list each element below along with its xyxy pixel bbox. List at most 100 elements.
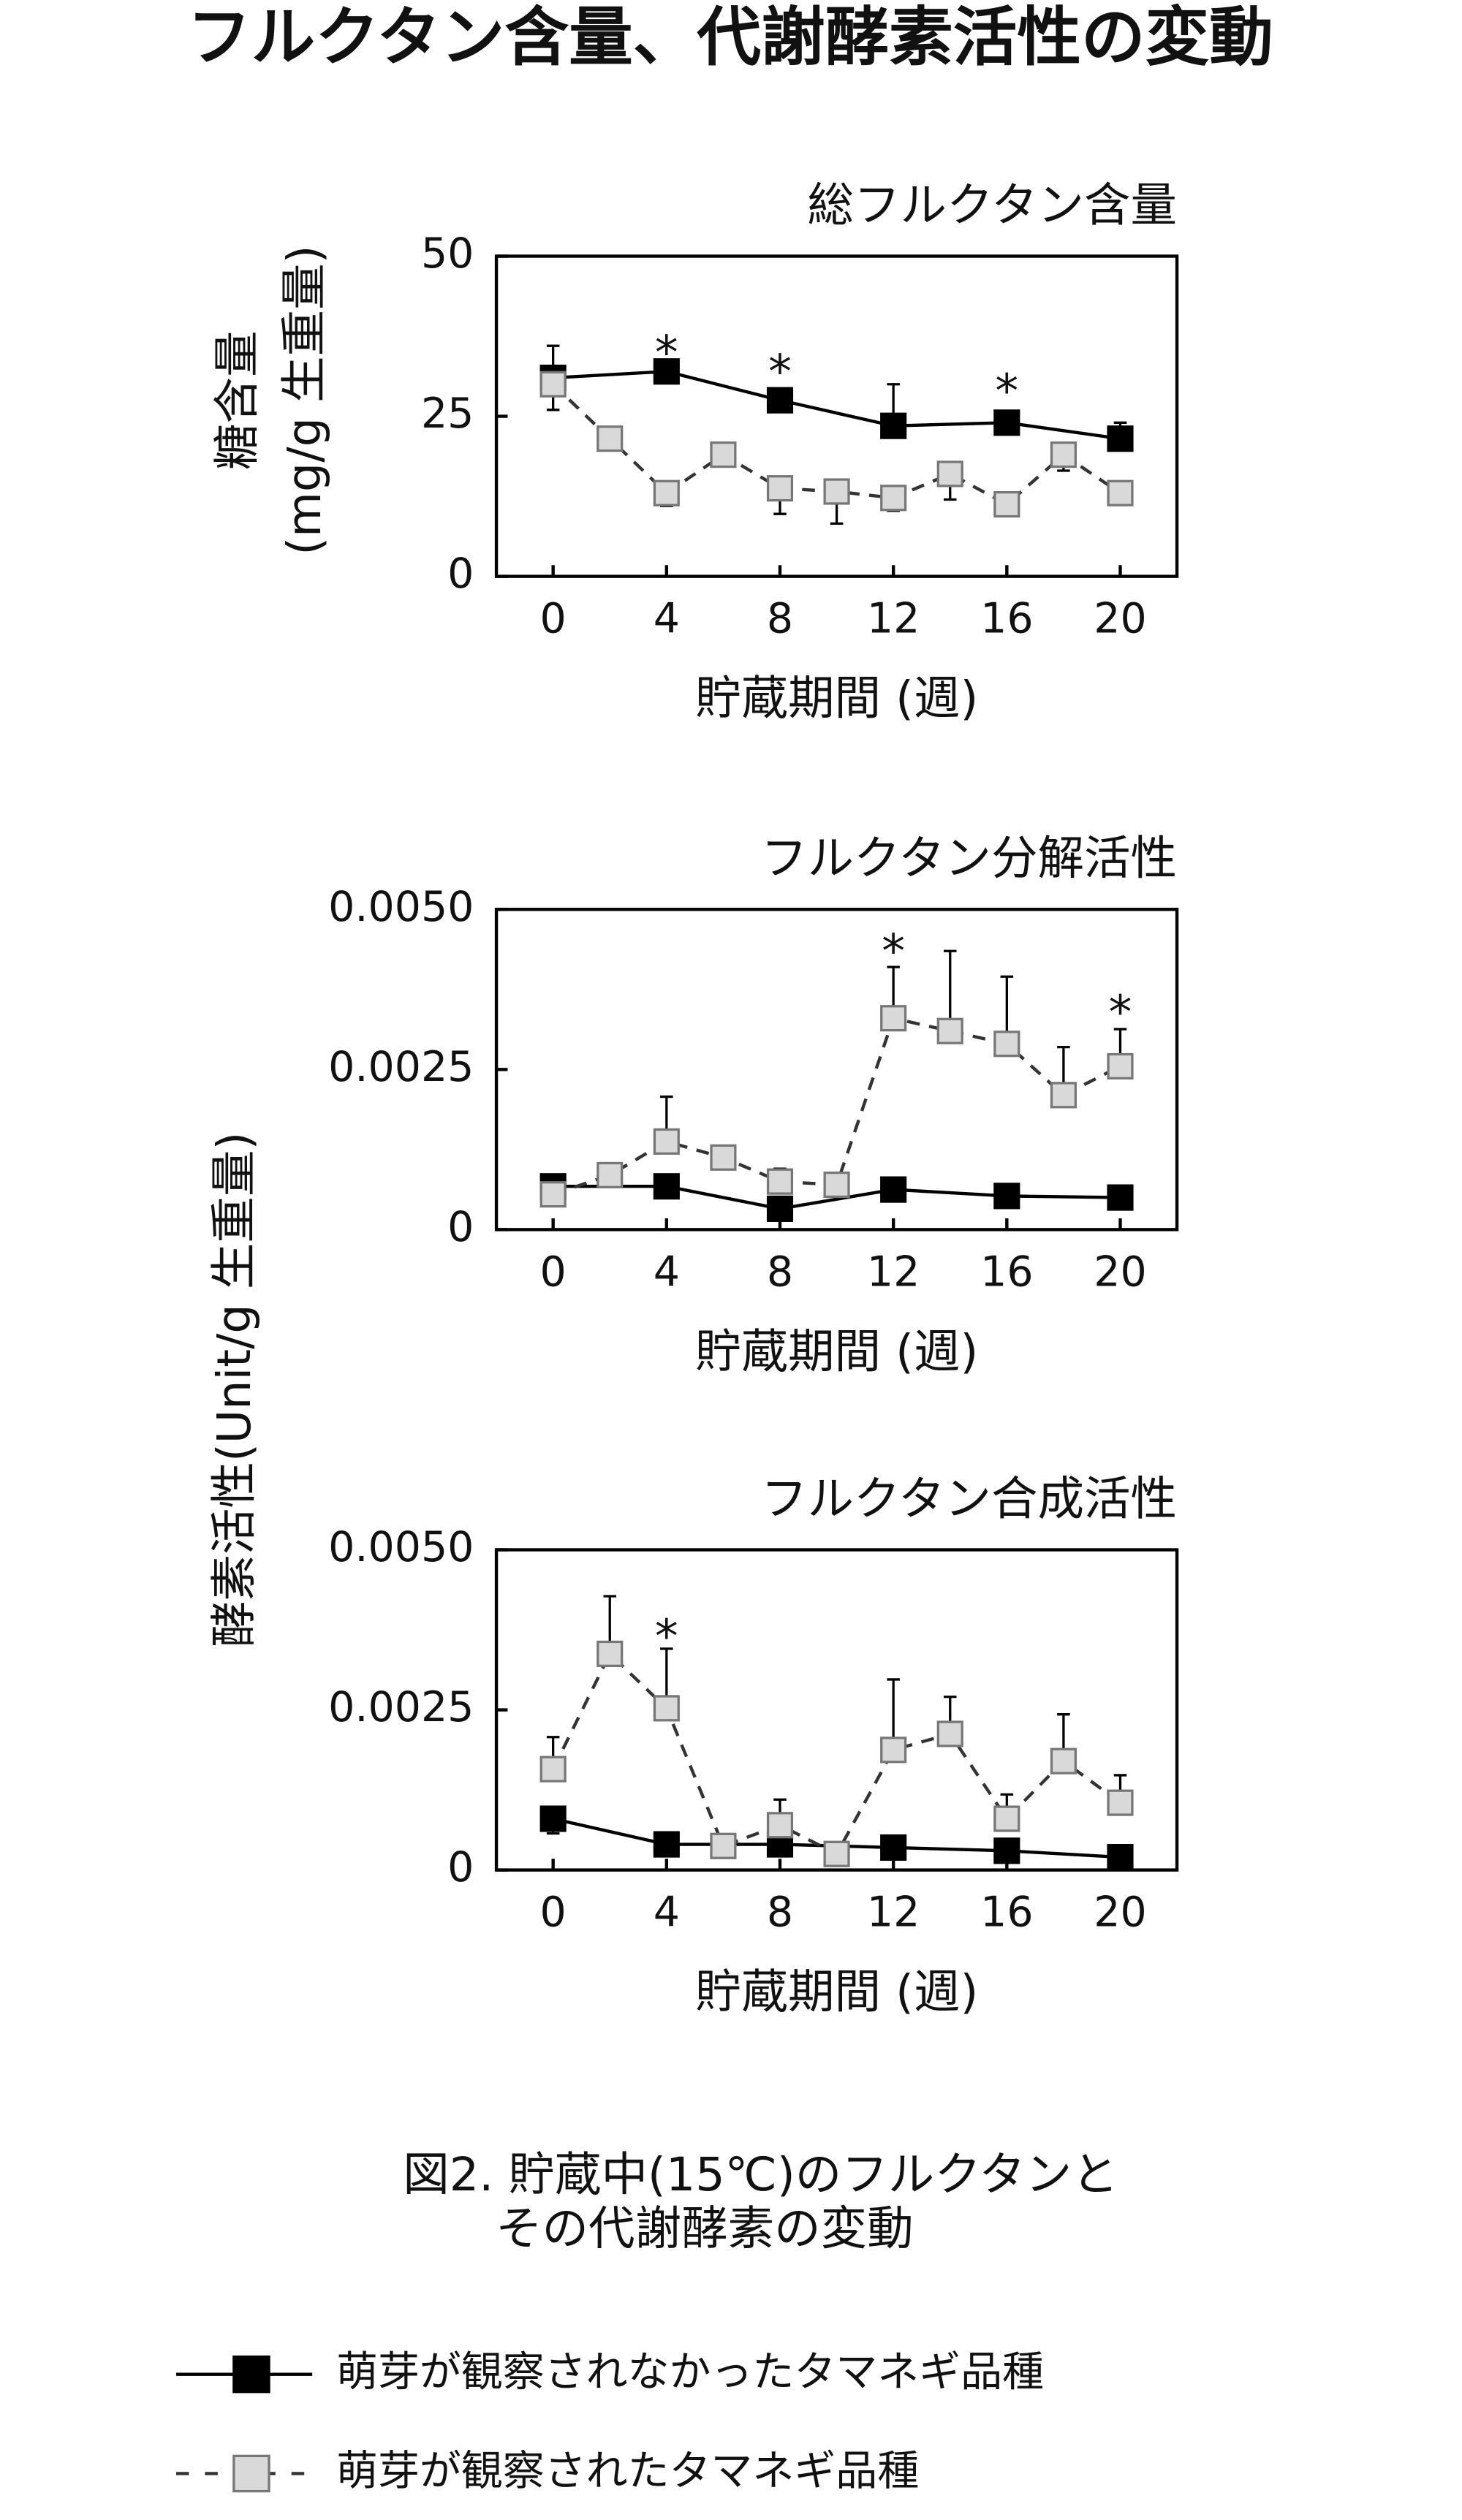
marker xyxy=(1107,1184,1134,1211)
marker xyxy=(880,1834,907,1861)
marker xyxy=(823,1840,850,1867)
marker xyxy=(1107,479,1134,506)
y-axis-label: 糖含量 xyxy=(210,330,264,470)
plot-frame xyxy=(494,254,1179,578)
x-tick-label: 12 xyxy=(867,595,920,643)
x-tick-label: 16 xyxy=(980,1248,1033,1296)
x-tick-label: 8 xyxy=(767,1889,793,1937)
marker xyxy=(766,387,794,414)
marker xyxy=(880,1176,907,1203)
marker xyxy=(993,1031,1020,1058)
marker xyxy=(880,1737,907,1764)
legend-marker xyxy=(232,2355,270,2394)
marker xyxy=(596,1640,624,1667)
marker xyxy=(766,1812,794,1839)
marker xyxy=(653,1173,680,1200)
chart-title: フルクタン分解活性 xyxy=(761,831,1177,885)
marker xyxy=(596,1161,624,1188)
chart-title: フルクタン合成活性 xyxy=(761,1471,1177,1525)
marker xyxy=(936,1720,963,1747)
marker xyxy=(1107,425,1134,452)
x-tick-label: 20 xyxy=(1094,595,1146,643)
x-tick-label: 4 xyxy=(654,1248,680,1296)
y-tick-label: 0 xyxy=(447,550,474,598)
x-axis-label: 貯蔵期間 (週) xyxy=(695,1965,978,2019)
y-tick-label: 0 xyxy=(447,1843,474,1891)
error-bar xyxy=(943,949,957,1031)
marker xyxy=(1050,441,1077,468)
marker xyxy=(539,1756,567,1783)
marker xyxy=(993,409,1020,436)
marker xyxy=(993,1837,1020,1864)
marker xyxy=(1107,1052,1134,1080)
chart-title: 総フルクタン含量 xyxy=(807,178,1177,232)
caption-line: その代謝酵素の変動 xyxy=(496,2201,914,2255)
marker xyxy=(539,1805,567,1832)
x-tick-label: 8 xyxy=(767,1248,793,1296)
x-tick-label: 16 xyxy=(980,1889,1033,1937)
y-tick-label: 50 xyxy=(421,229,474,278)
y-tick-label: 25 xyxy=(421,390,474,438)
y-tick-label: 0.0050 xyxy=(328,1523,474,1571)
marker xyxy=(993,1183,1020,1210)
x-tick-label: 4 xyxy=(654,595,680,643)
marker xyxy=(710,441,737,468)
legend-label: 萌芽が観察されなかったタマネギ品種 xyxy=(336,2348,1044,2396)
y-tick-label: 0.0025 xyxy=(328,1683,474,1731)
marker xyxy=(1107,1789,1134,1816)
marker xyxy=(823,478,850,505)
significance-mark: * xyxy=(655,325,678,379)
y-axis-label: 酵素活性(Unit/g 生重量) xyxy=(207,1132,261,1647)
legend-marker xyxy=(232,2454,270,2493)
x-axis-label: 貯蔵期間 (週) xyxy=(695,1324,978,1378)
marker xyxy=(710,1832,737,1859)
marker xyxy=(653,358,680,385)
significance-mark: * xyxy=(882,924,905,978)
x-tick-label: 20 xyxy=(1094,1248,1146,1296)
marker xyxy=(539,1181,567,1208)
series-line xyxy=(551,1651,1121,1856)
y-tick-label: 0.0050 xyxy=(328,883,474,931)
marker xyxy=(993,490,1020,518)
marker xyxy=(823,1171,850,1199)
marker xyxy=(993,1805,1020,1832)
caption-line: 図2. 貯蔵中(15℃)のフルクタンと xyxy=(403,2147,1118,2201)
marker xyxy=(596,425,624,452)
x-tick-label: 16 xyxy=(980,595,1033,643)
y-axis-label: (mg/g 生重量) xyxy=(277,246,331,555)
marker xyxy=(710,1144,737,1171)
marker xyxy=(653,1128,680,1155)
x-axis-label: 貯蔵期間 (週) xyxy=(695,671,978,725)
marker xyxy=(653,1831,680,1858)
marker xyxy=(1050,1082,1077,1109)
marker xyxy=(1050,1747,1077,1775)
x-tick-label: 0 xyxy=(540,595,567,643)
marker xyxy=(880,412,907,439)
marker xyxy=(539,371,567,398)
x-tick-label: 4 xyxy=(654,1889,680,1937)
marker xyxy=(1107,1844,1134,1871)
marker xyxy=(653,1695,680,1722)
marker xyxy=(766,1168,794,1195)
series-line xyxy=(553,1185,1121,1211)
marker xyxy=(766,475,794,502)
significance-mark: * xyxy=(1109,984,1132,1039)
marker xyxy=(653,479,680,506)
x-tick-label: 0 xyxy=(540,1248,567,1296)
x-tick-label: 0 xyxy=(540,1889,567,1937)
page-title: フルクタン含量、代謝酵素活性の変動 xyxy=(187,0,1273,75)
legend-label: 萌芽が観察されたタマネギ品種 xyxy=(336,2447,919,2495)
x-tick-label: 8 xyxy=(767,595,793,643)
significance-mark: * xyxy=(768,344,792,398)
series-line xyxy=(553,370,1121,441)
significance-mark: * xyxy=(655,1609,678,1663)
marker xyxy=(766,1195,794,1222)
x-tick-label: 12 xyxy=(867,1248,920,1296)
marker xyxy=(880,485,907,512)
plot-frame xyxy=(494,1548,1179,1872)
y-tick-label: 0.0025 xyxy=(328,1043,474,1091)
marker xyxy=(936,460,963,487)
marker xyxy=(880,1005,907,1032)
significance-mark: * xyxy=(995,363,1018,417)
